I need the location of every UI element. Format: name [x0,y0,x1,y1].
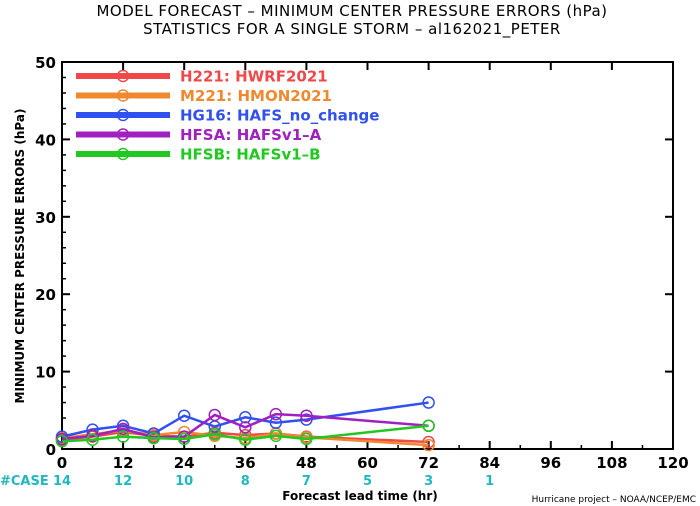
x-axis: 0 12 24 36 48 60 72 84 96 108 120 [57,62,689,472]
data-point [116,430,130,443]
x-tick-label: 60 [357,454,378,472]
y-tick-label: 40 [35,131,56,149]
data-point [177,409,191,422]
legend-label: HFSB: HAFSv1–B [180,146,321,164]
legend-entry: HG16: HAFS_no_change [76,107,379,125]
x-tick-label: 0 [57,454,67,472]
data-point [422,438,435,452]
x-tick-label: 36 [235,454,256,472]
data-point [55,435,69,448]
data-point [208,428,221,441]
data-point [86,433,99,446]
data-point [422,435,435,449]
x-tick-label: 84 [479,454,500,472]
legend-marker [116,69,130,83]
data-point [147,431,160,445]
x-tick-label: 72 [418,454,439,472]
case-count: 8 [241,474,250,489]
legend-entry: M221: HMON2021 [76,87,332,105]
legend-entry: HFSA: HAFSv1–A [76,126,322,144]
series-line [61,401,429,438]
legend-label: H221: HWRF2021 [180,68,328,86]
case-count: 10 [175,474,193,489]
legend-marker [116,89,130,102]
case-count: 1 [485,474,494,489]
case-count: 14 [53,474,71,489]
chart-title-line1: MODEL FORECAST – MINIMUM CENTER PRESSURE… [96,2,607,20]
case-count: 3 [424,474,433,489]
data-point [116,422,130,436]
data-point [239,421,252,434]
chart-title-line2: STATISTICS FOR A SINGLE STORM – al162021… [143,20,561,39]
y-axis-label: MINIMUM CENTER PRESSURE ERRORS (hPa) [13,109,27,404]
x-tick-label: 108 [596,454,627,472]
legend-marker [116,108,130,122]
legend-label: HG16: HAFS_no_change [180,107,379,125]
data-point [177,432,191,446]
data-point [208,408,221,422]
y-tick-label: 50 [35,54,56,72]
case-label: #CASE [0,474,49,489]
data-point [269,416,283,429]
series-5 [55,419,435,448]
legend-entry: H221: HWRF2021 [76,68,328,86]
legend-marker [116,128,130,141]
credit-text: Hurricane project – NOAA/NCEP/EMC [532,495,696,505]
legend-label: M221: HMON2021 [180,87,332,105]
x-axis-label: Forecast lead time (hr) [282,489,438,503]
data-point [422,396,435,409]
legend-marker [116,147,130,161]
case-count: 12 [114,474,132,489]
data-point [239,433,252,446]
y-tick-label: 30 [35,209,56,227]
data-point [300,432,313,446]
data-point [269,407,283,421]
series-layer [55,396,435,452]
y-tick-label: 10 [35,364,56,382]
case-count: 5 [363,474,372,489]
x-tick-label: 120 [657,454,688,472]
legend-entry: HFSB: HAFSv1–B [76,146,321,164]
x-tick-label: 96 [540,454,561,472]
case-count: 7 [302,474,311,489]
x-tick-label: 24 [174,454,195,472]
data-point [300,409,313,422]
series-line [61,412,429,441]
data-point [422,419,435,433]
x-tick-label: 48 [296,454,317,472]
data-point [86,429,99,443]
legend-label: HFSA: HAFSv1–A [180,126,322,144]
case-counts: 14 12 10 8 7 5 3 1 [53,474,494,489]
series-line [61,424,429,443]
data-point [269,429,283,443]
x-tick-label: 12 [113,454,134,472]
y-tick-label: 20 [35,286,56,304]
data-point [300,413,313,426]
y-tick-label: 0 [46,441,56,459]
data-point [239,411,252,424]
y-axis: 0 10 20 30 40 50 [35,54,673,459]
